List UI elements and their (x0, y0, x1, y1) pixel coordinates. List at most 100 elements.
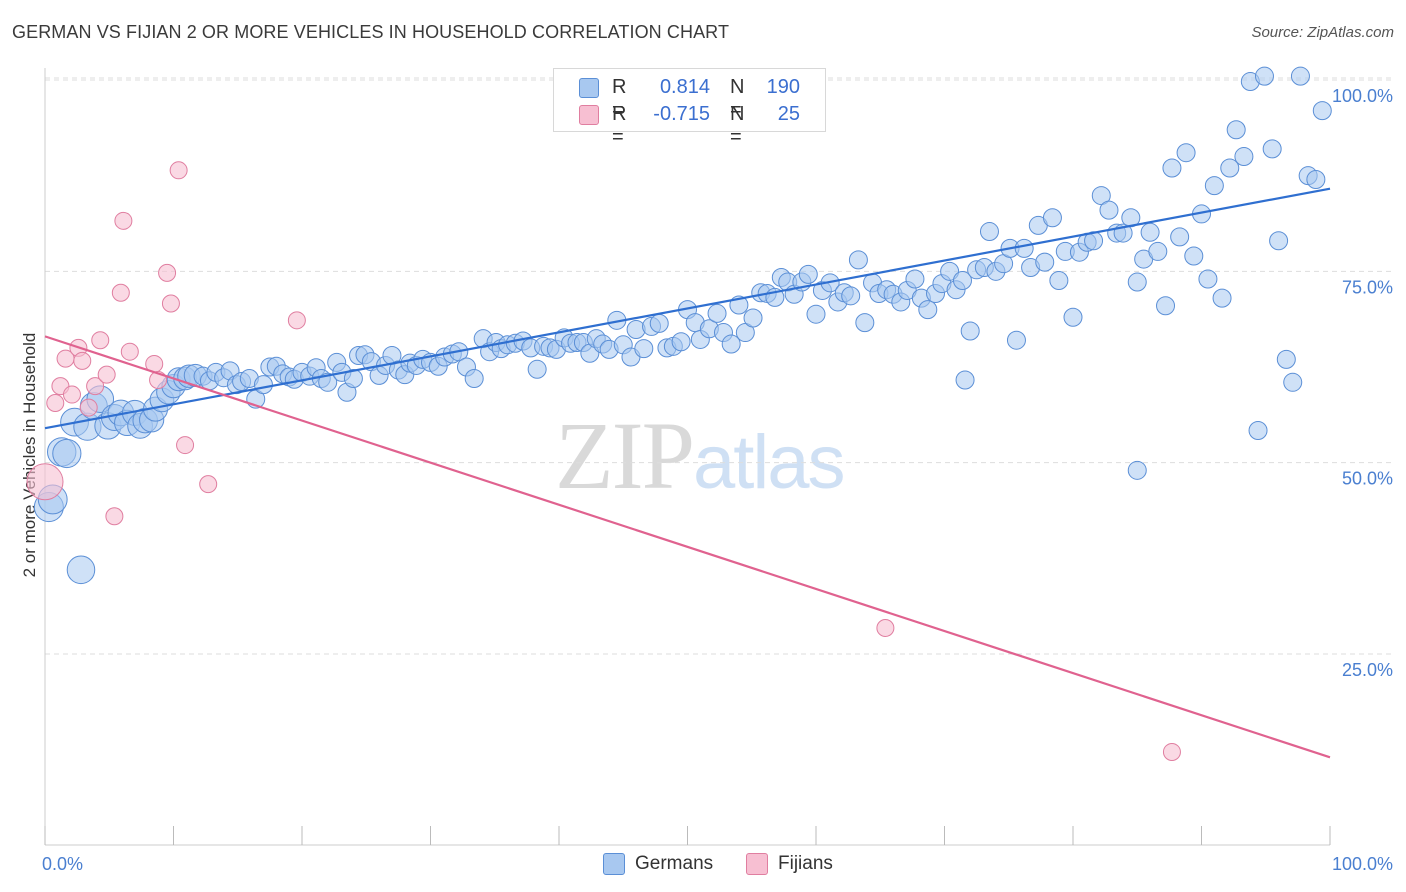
germans-point (1262, 139, 1282, 159)
germans-point (1162, 158, 1182, 178)
germans-point (1140, 222, 1160, 242)
fijians-n-value: 25 (777, 103, 800, 125)
germans-point (721, 334, 741, 354)
germans-point (1042, 208, 1062, 228)
r-label: R = (612, 76, 627, 121)
germans-point (848, 250, 868, 270)
germans-point (1269, 231, 1289, 251)
germans-point (527, 359, 547, 379)
germans-point (343, 368, 363, 388)
x-tick-label: 100.0% (1332, 854, 1393, 874)
germans-point (960, 321, 980, 341)
germans-point (1306, 169, 1326, 189)
fijians-point (199, 475, 218, 494)
germans-trend-line (44, 187, 1331, 430)
fijians-point (169, 161, 188, 180)
fijians-point (97, 365, 116, 384)
grid-lines (45, 77, 1395, 655)
n-label: N = (730, 103, 745, 148)
germans-r-value: 0.814 (659, 76, 710, 98)
fijians-swatch (579, 105, 599, 125)
n-label: N = (730, 76, 745, 121)
germans-point (1212, 288, 1232, 308)
germans-point (634, 339, 654, 359)
germans-point (66, 555, 96, 585)
fijians-legend-label: Fijians (778, 853, 833, 874)
germans-point (1198, 269, 1218, 289)
y-tick-label: 25.0% (1342, 660, 1393, 680)
germans-swatch (579, 78, 599, 98)
germans-point (841, 286, 861, 306)
germans-point (1006, 330, 1026, 350)
fijians-point (158, 263, 177, 282)
fijians-point (26, 463, 64, 501)
fijians-point (161, 294, 180, 313)
axes (44, 68, 1331, 846)
germans-point (798, 264, 818, 284)
fijians-point (73, 351, 92, 370)
germans-point (806, 304, 826, 324)
germans-point (855, 313, 875, 333)
germans-point (671, 332, 691, 352)
germans-legend-swatch (603, 853, 625, 875)
chart-title: GERMAN VS FIJIAN 2 OR MORE VEHICLES IN H… (12, 22, 730, 42)
watermark-zip: ZIP (555, 402, 695, 509)
germans-point (1312, 101, 1332, 121)
series-legend: Germans Fijians (0, 852, 1406, 878)
germans-points (33, 66, 1332, 585)
fijians-legend-swatch (746, 853, 768, 875)
germans-point (626, 319, 646, 339)
source-label: Source: ZipAtlas.com (1251, 24, 1394, 41)
germans-point (1226, 120, 1246, 140)
fijians-point (1162, 742, 1181, 761)
germans-point (1148, 241, 1168, 261)
fijians-r-value: -0.715 (653, 103, 710, 125)
germans-point (707, 303, 727, 323)
fijians-point (46, 393, 65, 412)
germans-n-value: 190 (766, 76, 800, 98)
fijians-point (79, 398, 98, 417)
germans-point (1035, 252, 1055, 272)
fijians-point (120, 342, 139, 361)
germans-point (1127, 460, 1147, 480)
germans-point (1176, 143, 1196, 163)
fijians-point (114, 211, 133, 230)
germans-legend-label: Germans (635, 853, 714, 874)
trend-lines (44, 187, 1331, 759)
fijians-point (105, 507, 124, 526)
fijians-point (176, 436, 195, 455)
fijians-point (62, 385, 81, 404)
germans-point (1220, 158, 1240, 178)
germans-point (1204, 176, 1224, 196)
germans-point (318, 372, 338, 392)
germans-point (1127, 272, 1147, 292)
germans-point (1276, 349, 1296, 369)
germans-point (1254, 66, 1274, 86)
germans-point (1234, 147, 1254, 167)
germans-point (1283, 372, 1303, 392)
fijians-point (86, 377, 105, 396)
germans-point (1156, 296, 1176, 316)
germans-point (918, 300, 938, 320)
germans-point (253, 375, 273, 395)
germans-point (905, 269, 925, 289)
germans-point (1184, 246, 1204, 266)
germans-point (743, 308, 763, 328)
fijians-point (91, 331, 110, 350)
fijians-trend-line (44, 335, 1331, 759)
r-label: R = (612, 103, 627, 148)
x-tick-label: 0.0% (42, 854, 83, 874)
germans-point (1290, 66, 1310, 86)
germans-point (464, 368, 484, 388)
germans-point (1099, 200, 1119, 220)
fijians-point (287, 311, 306, 330)
germans-point (649, 313, 669, 333)
germans-point (955, 370, 975, 390)
germans-point (1248, 421, 1268, 441)
stats-legend: R = 0.814 N = 190 R = -0.715 N = 25 (553, 68, 826, 148)
germans-point (1014, 238, 1034, 258)
germans-point (1170, 227, 1190, 247)
germans-point (952, 271, 972, 291)
tick-labels: 25.0% 50.0% 75.0% 100.0% 0.0% 100.0% (42, 86, 1393, 874)
